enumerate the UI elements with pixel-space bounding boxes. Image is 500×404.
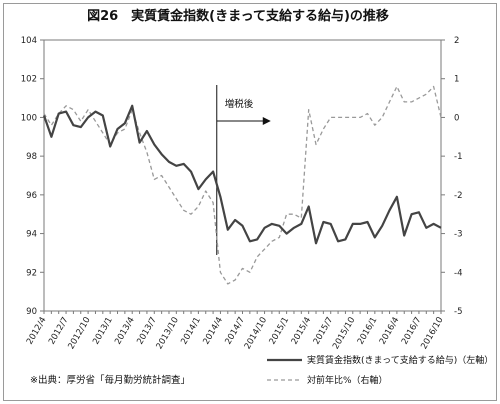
left-tick-label: 90: [26, 307, 37, 317]
x-tick-label: 2013/7: [135, 316, 159, 347]
left-tick-label: 98: [26, 152, 37, 162]
right-tick-label: -1: [454, 152, 462, 162]
x-axis-ticks: 2012/42012/72012/102013/12013/42013/7201…: [25, 311, 446, 351]
axes: [43, 39, 442, 312]
left-tick-label: 94: [26, 230, 37, 240]
left-tick-label: 102: [21, 75, 37, 85]
annotation-label: 増税後: [225, 98, 254, 110]
legend-label-yoy: 対前年比%（右軸）: [307, 374, 388, 386]
x-tick-label: 2012/4: [25, 316, 49, 347]
right-tick-label: 1: [454, 75, 459, 85]
right-axis-ticks: -5 -4 -3 -2 -1 0 1 2: [441, 36, 462, 317]
x-tick-label: 2016/7: [400, 316, 424, 347]
x-tick-label: 2013/4: [113, 316, 137, 347]
right-tick-label: 0: [454, 113, 459, 123]
x-tick-label: 2014/4: [201, 316, 225, 347]
series-line-real-wage: [42, 104, 442, 245]
chart-frame: [3, 3, 497, 401]
x-tick-label: 2012/7: [47, 316, 71, 347]
legend: 実質賃金指数(きまって支給する給与)（左軸） 対前年比%（右軸）: [267, 354, 493, 386]
plot-area-border: [43, 39, 442, 312]
source-note: ※出典：厚労省「毎月勤労統計調査」: [30, 374, 190, 386]
right-tick-label: -4: [454, 268, 462, 278]
left-tick-label: 92: [26, 268, 37, 278]
right-tick-label: 2: [454, 36, 459, 46]
annotation: 増税後: [216, 85, 271, 255]
left-axis-ticks: 90 92 94 96 98 100 102 104: [21, 36, 44, 317]
right-tick-label: -3: [454, 230, 462, 240]
left-tick-label: 104: [21, 36, 37, 46]
x-tick-label: 2016/4: [378, 316, 402, 347]
x-tick-label: 2015/4: [290, 316, 314, 347]
left-tick-label: 100: [21, 113, 37, 123]
x-tick-label: 2016/1: [356, 316, 380, 347]
legend-label-real-wage: 実質賃金指数(きまって支給する給与)（左軸）: [307, 354, 493, 366]
left-tick-label: 96: [26, 191, 37, 201]
annotation-arrowhead: [262, 117, 271, 125]
right-tick-label: -2: [454, 191, 462, 201]
x-tick-label: 2014/1: [179, 316, 203, 347]
x-tick-label: 2015/7: [312, 316, 336, 347]
x-tick-label: 2014/7: [223, 316, 247, 347]
series-layer: [42, 85, 442, 285]
chart-title: 図26 実質賃金指数(きまって支給する給与)の推移: [87, 8, 389, 24]
x-tick-label: 2015/1: [268, 316, 292, 347]
right-tick-label: -5: [454, 307, 462, 317]
x-tick-label: 2013/1: [91, 316, 115, 347]
